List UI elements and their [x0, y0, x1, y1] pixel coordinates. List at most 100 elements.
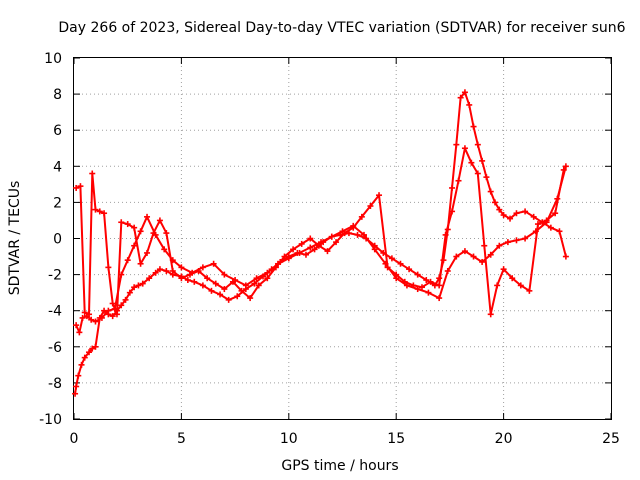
data-point [487, 311, 494, 318]
data-point [139, 280, 146, 287]
data-point [144, 249, 151, 256]
data-point [500, 266, 507, 273]
axes [73, 57, 612, 420]
data-point [73, 383, 80, 390]
x-tick-label: 10 [280, 431, 298, 447]
data-point [122, 296, 129, 303]
data-point [163, 267, 170, 274]
data-point [358, 213, 365, 220]
data-point [131, 224, 138, 231]
data-point [221, 271, 228, 278]
data-point [221, 286, 228, 293]
data-point [324, 248, 331, 255]
data-point [109, 300, 116, 307]
data-point [169, 257, 176, 264]
data-point [483, 174, 490, 181]
series-track-c [73, 163, 569, 336]
data-point [146, 275, 153, 282]
data-point [328, 233, 335, 240]
data-point [453, 141, 460, 148]
y-axis-label: SDTVAR / TECUs [7, 181, 23, 296]
data-point [479, 157, 486, 164]
data-point [522, 208, 529, 215]
data-point [468, 159, 475, 166]
data-point [474, 170, 481, 177]
data-point [371, 246, 378, 253]
data-point [534, 221, 541, 228]
data-point [111, 305, 118, 312]
x-tick-label: 20 [495, 431, 513, 447]
y-tick-label: -4 [48, 304, 62, 320]
data-point [98, 314, 105, 321]
data-point [191, 278, 198, 285]
data-point [210, 260, 217, 267]
y-tick-label: 10 [44, 51, 62, 67]
data-point [307, 244, 314, 251]
data-point [461, 89, 468, 96]
data-point [189, 269, 196, 276]
data-point [161, 246, 168, 253]
data-point [466, 101, 473, 108]
data-point [144, 213, 151, 220]
data-point [118, 302, 125, 309]
y-tick-label: -8 [48, 376, 62, 392]
data-point [457, 94, 464, 101]
data-point [137, 260, 144, 267]
data-point [562, 253, 569, 260]
data-point [496, 206, 503, 213]
data-point [461, 248, 468, 255]
data-point [296, 249, 303, 256]
data-point [339, 228, 346, 235]
series-line [75, 147, 565, 316]
data-point [513, 210, 520, 217]
data-point [199, 264, 206, 271]
data-point [302, 251, 309, 258]
data-point [423, 277, 430, 284]
data-point [562, 163, 569, 170]
data-point [333, 239, 340, 246]
grid [74, 58, 611, 419]
data-point [281, 253, 288, 260]
data-point [92, 343, 99, 350]
data-point [101, 210, 108, 217]
data-point [427, 278, 434, 285]
data-point [212, 280, 219, 287]
data-point [442, 231, 449, 238]
data-point [156, 266, 163, 273]
data-point [487, 251, 494, 258]
data-point [184, 277, 191, 284]
data-point [77, 183, 84, 190]
data-point [496, 242, 503, 249]
data-point [492, 199, 499, 206]
x-tick-label: 5 [177, 431, 186, 447]
data-point [178, 275, 185, 282]
data-point [81, 354, 88, 361]
data-point [234, 293, 241, 300]
data-point [418, 284, 425, 291]
data-point [556, 228, 563, 235]
data-point [285, 255, 292, 262]
y-axis-ticks: -10 -8 -6 -4 -2 0 2 4 6 8 10 [39, 51, 611, 428]
data-point [425, 289, 432, 296]
data-point [86, 349, 93, 356]
chart-title: Day 266 of 2023, Sidereal Day-to-day VTE… [58, 20, 625, 36]
data-point [455, 177, 462, 184]
data-point [131, 284, 138, 291]
data-point [509, 275, 516, 282]
data-point [494, 282, 501, 289]
data-point [156, 217, 163, 224]
data-point [522, 235, 529, 242]
data-point [275, 260, 282, 267]
data-point [552, 210, 559, 217]
data-point [238, 287, 245, 294]
data-point [414, 286, 421, 293]
data-point [264, 269, 271, 276]
data-point [126, 289, 133, 296]
data-point [109, 313, 116, 320]
data-point [225, 296, 232, 303]
data-point [414, 271, 421, 278]
data-point [264, 275, 271, 282]
data-point [532, 228, 539, 235]
data-point [83, 313, 90, 320]
